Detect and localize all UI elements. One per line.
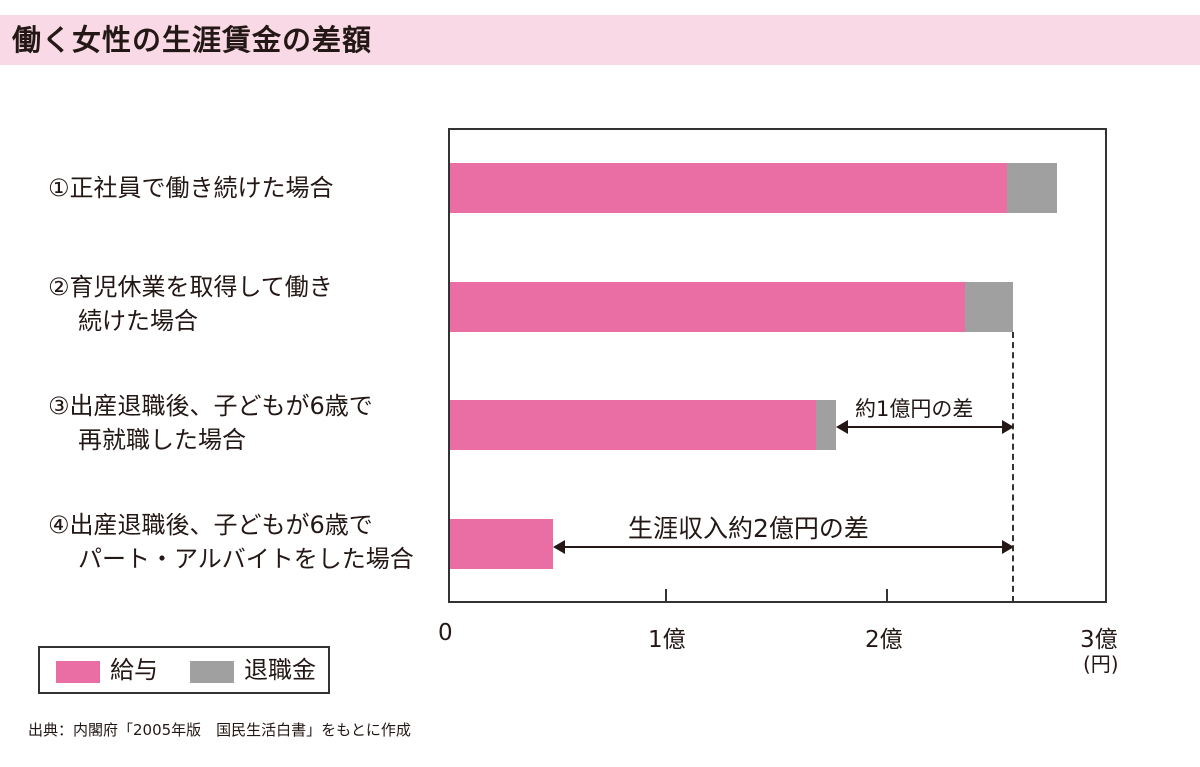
category-label-3: ③出産退職後、子どもが6歳で 再就職した場合 xyxy=(48,389,373,457)
category-label-3-line-2: 再就職した場合 xyxy=(78,426,246,454)
bar-4-pay-segment xyxy=(450,519,553,569)
diff-2-label: 生涯収入約2億円の差 xyxy=(628,514,869,543)
bar-2-retirement-segment xyxy=(965,282,1013,332)
arrow-right-icon xyxy=(1002,420,1014,434)
category-label-2-line-2: 続けた場合 xyxy=(78,307,198,335)
x-tick-label-3: 3億 xyxy=(1080,627,1118,653)
x-tick-1 xyxy=(665,589,667,602)
x-tick-2 xyxy=(886,589,888,602)
category-label-2-line-1: ②育児休業を取得して働き xyxy=(48,273,333,301)
category-label-4-line-1: ④出産退職後、子どもが6歳で xyxy=(48,511,373,539)
bar-1-pay-segment xyxy=(450,163,1007,213)
x-tick-label-2: 2億 xyxy=(865,627,903,653)
legend-swatch-pay xyxy=(56,661,100,683)
diff-1-arrow xyxy=(836,420,1014,434)
bar-3-retirement-segment xyxy=(816,400,836,450)
bar-1-retirement-segment xyxy=(1007,163,1057,213)
bar-1 xyxy=(450,163,1057,213)
x-tick-label-1: 1億 xyxy=(648,627,686,653)
bar-2-pay-segment xyxy=(450,282,965,332)
arrow-left-icon xyxy=(836,420,848,434)
source-note: 出典：内閣府「2005年版 国民生活白書」をもとに作成 xyxy=(28,721,411,739)
page-title: 働く女性の生涯賃金の差額 xyxy=(12,23,373,57)
bar-4 xyxy=(450,519,553,569)
diff-2-arrow xyxy=(553,540,1014,554)
bar-3-pay-segment xyxy=(450,400,816,450)
category-label-2: ②育児休業を取得して働き 続けた場合 xyxy=(48,270,333,338)
arrow-left-icon xyxy=(553,540,565,554)
legend-label-pay: 給与 xyxy=(110,656,158,684)
reference-dashed-line xyxy=(1012,332,1014,602)
x-tick-label-0: 0 xyxy=(438,620,453,646)
legend-swatch-retirement xyxy=(190,661,234,683)
diff-1-label: 約1億円の差 xyxy=(855,397,974,421)
category-label-3-line-1: ③出産退職後、子どもが6歳で xyxy=(48,392,373,420)
x-axis-unit: (円) xyxy=(1083,652,1119,676)
bar-3 xyxy=(450,400,836,450)
bar-2 xyxy=(450,282,1013,332)
category-label-4: ④出産退職後、子どもが6歳で パート・アルバイトをした場合 xyxy=(48,508,414,576)
legend: 給与 退職金 xyxy=(38,646,330,694)
legend-label-retirement: 退職金 xyxy=(244,656,316,684)
category-label-4-line-2: パート・アルバイトをした場合 xyxy=(78,545,414,573)
plot-area xyxy=(448,128,1107,603)
category-label-1-line-1: ①正社員で働き続けた場合 xyxy=(48,174,334,202)
category-label-1: ①正社員で働き続けた場合 xyxy=(48,171,334,205)
title-band xyxy=(0,15,1200,65)
arrow-right-icon xyxy=(1002,540,1014,554)
